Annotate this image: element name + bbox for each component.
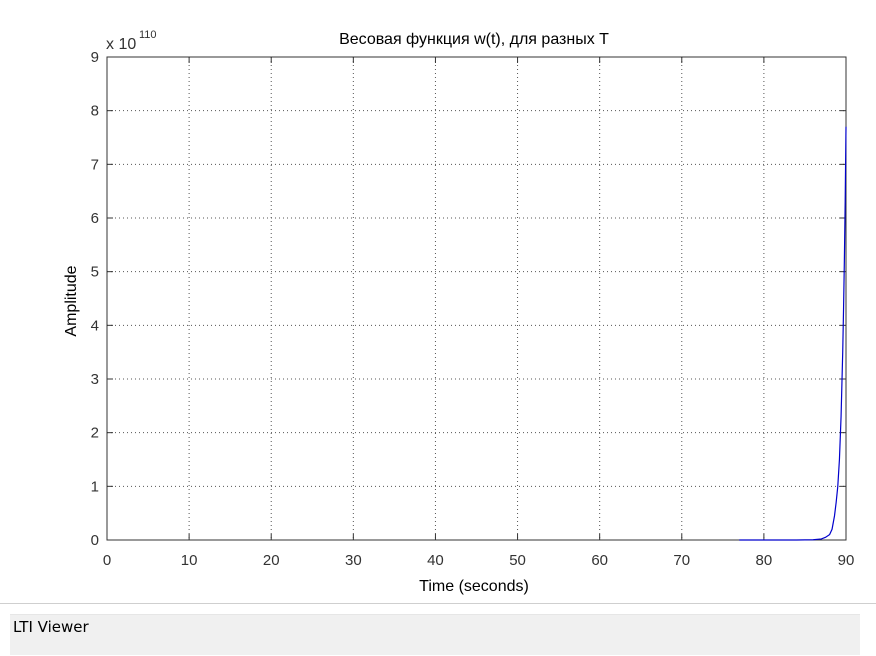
x-tick-label: 80 bbox=[756, 552, 773, 569]
chart-background bbox=[0, 0, 876, 604]
series-line bbox=[739, 126, 847, 541]
y-tick-label: 7 bbox=[91, 156, 99, 173]
tick-labels: 0 10 20 30 40 50 60 70 80 90 0 1 2 3 4 5 6 7 8 9 bbox=[91, 49, 855, 569]
x-tick-label: 50 bbox=[509, 552, 526, 569]
x-tick-label: 60 bbox=[591, 552, 608, 569]
x-tick-label: 30 bbox=[345, 552, 362, 569]
y-tick-label: 1 bbox=[91, 478, 99, 495]
y-tick-label: 5 bbox=[91, 264, 99, 281]
y-tick-label: 2 bbox=[91, 425, 99, 442]
chart-title: Весовая функция w(t), для разных T bbox=[339, 31, 609, 48]
divider bbox=[0, 603, 876, 604]
series-layer bbox=[739, 126, 847, 541]
y-multiplier-base: x 10 bbox=[106, 36, 136, 53]
y-tick-label: 3 bbox=[91, 371, 99, 388]
x-tick-label: 70 bbox=[673, 552, 690, 569]
y-tick-label: 4 bbox=[91, 317, 99, 334]
status-label: LTI Viewer bbox=[13, 618, 89, 636]
x-tick-label: 0 bbox=[103, 552, 111, 569]
x-tick-label: 90 bbox=[838, 552, 855, 569]
y-tick-label: 9 bbox=[91, 49, 99, 66]
axes-frame bbox=[106, 56, 847, 541]
x-tick-label: 40 bbox=[427, 552, 444, 569]
chart: 0 10 20 30 40 50 60 70 80 90 0 1 2 3 4 5 6 7 8 9 Весовая фу… bbox=[0, 0, 876, 604]
y-tick-label: 6 bbox=[91, 210, 99, 227]
x-axis-label: Time (seconds) bbox=[419, 578, 529, 595]
status-panel: LTI Viewer bbox=[10, 614, 860, 655]
y-axis-label: Amplitude bbox=[63, 265, 80, 336]
y-tick-label: 8 bbox=[91, 103, 99, 120]
x-tick-label: 20 bbox=[263, 552, 280, 569]
axes bbox=[106, 56, 847, 541]
y-tick-label: 0 bbox=[91, 532, 99, 549]
grid bbox=[107, 57, 846, 540]
y-multiplier-exponent: 110 bbox=[139, 29, 157, 41]
x-tick-label: 10 bbox=[181, 552, 198, 569]
